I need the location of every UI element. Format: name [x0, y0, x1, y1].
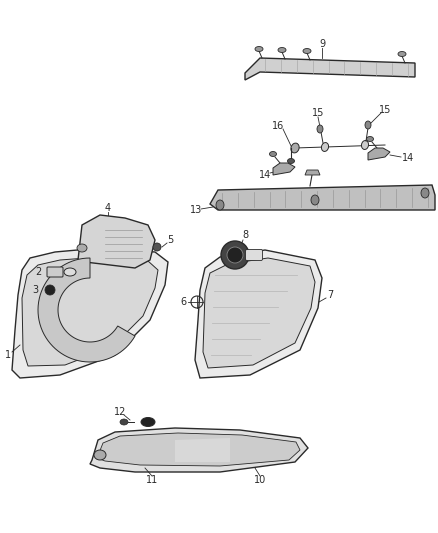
Text: 4: 4 [105, 203, 111, 213]
Polygon shape [195, 250, 322, 378]
Text: 9: 9 [319, 39, 325, 49]
FancyBboxPatch shape [246, 249, 262, 261]
Polygon shape [38, 258, 135, 362]
Ellipse shape [303, 49, 311, 53]
Ellipse shape [94, 450, 106, 460]
Polygon shape [12, 248, 168, 378]
Ellipse shape [255, 46, 263, 52]
Ellipse shape [287, 158, 294, 164]
Polygon shape [368, 148, 390, 160]
Polygon shape [245, 58, 415, 80]
Text: 2: 2 [35, 267, 41, 277]
Text: 6: 6 [180, 297, 186, 307]
Text: 8: 8 [242, 230, 248, 240]
Text: 14: 14 [259, 170, 271, 180]
Ellipse shape [269, 151, 276, 157]
Circle shape [153, 243, 161, 251]
Polygon shape [97, 433, 300, 466]
Text: 11: 11 [146, 475, 158, 485]
Text: 12: 12 [114, 407, 126, 417]
Text: 13: 13 [190, 205, 202, 215]
Ellipse shape [77, 244, 87, 252]
Text: 3: 3 [32, 285, 38, 295]
Ellipse shape [141, 417, 155, 426]
Polygon shape [305, 170, 320, 175]
Text: 7: 7 [327, 290, 333, 300]
Text: 1: 1 [5, 350, 11, 360]
Circle shape [45, 285, 55, 295]
Ellipse shape [64, 268, 76, 276]
Polygon shape [273, 163, 295, 175]
Polygon shape [175, 438, 230, 462]
Ellipse shape [361, 141, 368, 149]
Text: 15: 15 [312, 108, 324, 118]
Text: 16: 16 [272, 121, 284, 131]
Ellipse shape [291, 143, 299, 153]
Polygon shape [90, 428, 308, 472]
Text: 15: 15 [379, 105, 391, 115]
Text: 5: 5 [167, 235, 173, 245]
Polygon shape [203, 258, 315, 368]
Ellipse shape [317, 125, 323, 133]
Polygon shape [210, 185, 435, 210]
Ellipse shape [421, 188, 429, 198]
Ellipse shape [216, 200, 224, 210]
Ellipse shape [278, 47, 286, 52]
Ellipse shape [367, 136, 374, 141]
Polygon shape [78, 215, 155, 268]
Ellipse shape [365, 121, 371, 129]
Text: 14: 14 [402, 153, 414, 163]
Circle shape [227, 247, 243, 263]
Ellipse shape [120, 419, 128, 425]
Ellipse shape [311, 195, 319, 205]
Text: 10: 10 [254, 475, 266, 485]
Polygon shape [22, 257, 158, 366]
Circle shape [221, 241, 249, 269]
Ellipse shape [398, 52, 406, 56]
FancyBboxPatch shape [47, 267, 63, 277]
Ellipse shape [321, 142, 328, 151]
